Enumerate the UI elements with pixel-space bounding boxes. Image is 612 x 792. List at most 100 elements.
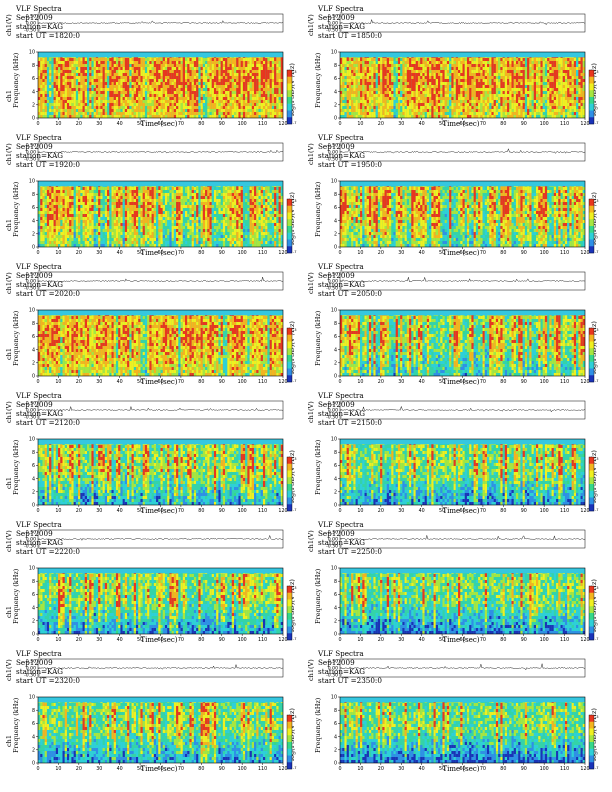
spectrogram-cell [122, 100, 125, 103]
spectrogram-cell [493, 73, 496, 76]
spectrogram-cell [558, 115, 561, 118]
spectrogram-cell [551, 79, 554, 82]
spectrogram-cell [162, 70, 165, 73]
spectrogram-cell [73, 61, 76, 64]
spectrogram-cell [518, 91, 521, 94]
spectrogram-cell [60, 76, 63, 79]
spectrogram-cell [55, 67, 59, 70]
spectrogram-cell [93, 79, 96, 82]
spectrogram-cell [62, 238, 65, 241]
spectrogram-cell [278, 85, 281, 88]
spectrogram-cell [82, 235, 85, 238]
spectrogram-cell [89, 109, 92, 112]
spectrogram-cell [124, 100, 128, 103]
spectrogram-cell [340, 67, 343, 70]
spectrogram-cell [431, 70, 434, 73]
spectrogram-cell [100, 115, 103, 118]
spectrogram-cell [227, 61, 230, 64]
spectrogram-cell [82, 214, 85, 217]
spectrogram-cell [489, 115, 492, 118]
spectrogram-cell [364, 79, 367, 82]
spectrogram-cell [384, 73, 387, 76]
spectrogram-cell [406, 76, 410, 79]
spectrogram-cell [495, 79, 499, 82]
spectrogram-cell [344, 115, 347, 118]
spectrogram-cell [371, 88, 374, 91]
colorbar-frame [588, 69, 595, 125]
spectrogram-cell [238, 115, 241, 118]
spectrogram-cell [82, 109, 85, 112]
spectrogram-cell [348, 82, 352, 85]
spectrogram-cell [102, 100, 105, 103]
spectrogram-cell [386, 97, 389, 100]
spectrogram-cell [93, 76, 96, 79]
spectrogram-cell [409, 109, 412, 112]
spectrogram-cell [342, 82, 345, 85]
spectrogram-cell [60, 79, 63, 82]
spectrogram-cell [426, 103, 430, 106]
spectrogram-cell [373, 67, 376, 70]
spectrogram-cell [509, 64, 512, 67]
spectrogram-cell [515, 115, 519, 118]
spectrogram-cell [120, 91, 123, 94]
spectrogram-cell [515, 61, 519, 64]
spectrogram-cell [118, 94, 121, 97]
spectrogram-cell [60, 109, 63, 112]
spectrogram-cell [382, 70, 385, 73]
spectrogram-cell [562, 64, 565, 67]
spectrogram-cell [389, 73, 392, 76]
spectrogram-cell [89, 76, 92, 79]
spectrogram-cell [191, 73, 194, 76]
spectrogram-cell [109, 103, 112, 106]
spectrogram-cell [582, 70, 585, 73]
spectrogram-cell [93, 61, 96, 64]
spectrogram-cell [118, 64, 121, 67]
spectrogram-cell [420, 61, 423, 64]
spectrogram-cell [422, 79, 425, 82]
spectrogram-cell [491, 67, 494, 70]
spectrogram-cell [426, 115, 430, 118]
spectrogram-cell [493, 64, 496, 67]
spectrogram-cell [178, 94, 181, 97]
spectrogram-cell [446, 88, 450, 91]
spectrogram-cell [53, 244, 56, 247]
spectrogram-cell [182, 70, 185, 73]
spectrogram-cell [176, 76, 179, 79]
spectrogram-cell [73, 91, 76, 94]
spectrogram-cell [222, 94, 226, 97]
spectrogram-cell [249, 100, 252, 103]
spectrogram-cell [91, 82, 94, 85]
spectrogram-cell [500, 79, 503, 82]
spectrogram-cell [229, 64, 232, 67]
spectrogram-cell [360, 109, 363, 112]
spectrogram-cell [520, 85, 523, 88]
spectrogram-cell [69, 70, 72, 73]
spectrogram-cell [78, 61, 81, 64]
spectrogram-cell [124, 103, 128, 106]
spectrogram-cell [60, 187, 63, 190]
spectrogram-cell [460, 82, 463, 85]
spectrogram-cell [406, 112, 410, 115]
spectrogram-cell [348, 58, 352, 61]
spectrogram-cell [236, 103, 239, 106]
spectrogram-cell [368, 61, 372, 64]
spectrogram-cell [355, 73, 358, 76]
spectrogram-cell [84, 196, 87, 199]
spectrogram-cell [466, 79, 470, 82]
spectrogram-cell [580, 85, 583, 88]
spectrogram-cell [87, 109, 90, 112]
spectrogram-cell [455, 94, 459, 97]
spectrogram-cell [251, 73, 255, 76]
spectrogram-cell [471, 106, 474, 109]
spectrogram-cell [87, 235, 90, 238]
spectrogram-cell [202, 100, 206, 103]
spectrogram-cell [171, 97, 174, 100]
spectrogram-cell [426, 109, 430, 112]
spectrogram-cell [231, 103, 234, 106]
spectrogram-cell [269, 64, 272, 67]
spectrogram-cell [53, 238, 56, 241]
spectrogram-cell [502, 82, 505, 85]
spectrogram-cell [213, 70, 217, 73]
spectrogram-cell [578, 106, 581, 109]
